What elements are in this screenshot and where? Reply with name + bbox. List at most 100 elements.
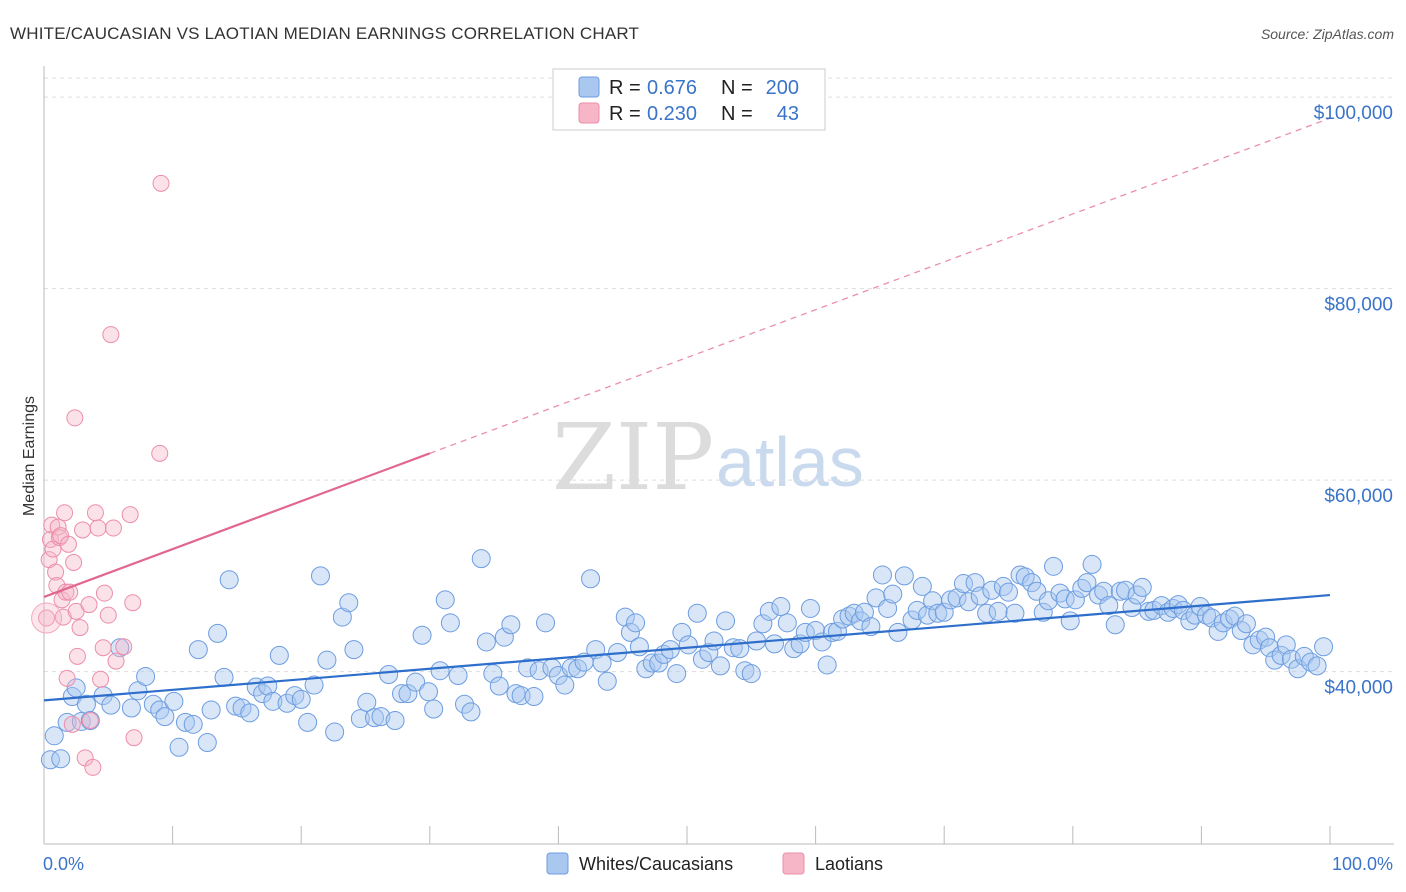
white-point-154	[999, 582, 1018, 602]
white-point-64	[461, 702, 481, 722]
white-point-105	[716, 611, 736, 631]
legend-n-label-white: N =	[721, 77, 753, 99]
watermark: ZIP atlas	[552, 404, 864, 511]
laotian-point-12	[56, 504, 74, 522]
white-point-209	[1314, 637, 1334, 657]
white-point-54	[398, 684, 418, 704]
bottom-legend: Whites/Caucasians Laotians	[546, 852, 883, 875]
laotian-point-5	[47, 563, 65, 581]
white-point-17	[155, 707, 175, 727]
white-point-83	[581, 569, 601, 589]
laotian-point-38	[121, 506, 139, 524]
laotian-point-17	[63, 715, 81, 733]
white-point-114	[771, 597, 791, 617]
white-point-98	[672, 622, 692, 642]
white-point-160	[1033, 602, 1053, 622]
laotian-point-42	[151, 444, 169, 462]
white-point-62	[448, 665, 468, 685]
legend-n-value-white: 200	[766, 77, 799, 99]
axes	[43, 66, 1394, 845]
y-tick-label-3: $100,000	[1314, 103, 1393, 124]
white-point-19	[169, 737, 189, 757]
white-point-208	[1307, 656, 1327, 676]
white-point-173	[1105, 615, 1125, 635]
white-point-44	[332, 607, 352, 627]
white-point-14	[136, 666, 156, 686]
laotian-point-33	[99, 606, 117, 624]
white-point-119	[800, 598, 820, 618]
bottom-legend-label-laotian: Laotians	[815, 854, 883, 874]
legend-n-label-laotian: N =	[721, 103, 753, 125]
white-point-20	[175, 712, 195, 732]
white-point-169	[1082, 554, 1102, 574]
laotian-point-28	[86, 504, 104, 522]
white-point-152	[988, 601, 1008, 621]
white-point-162	[1044, 556, 1064, 576]
white-point-26	[214, 667, 234, 687]
white-point-34	[263, 691, 283, 711]
white-point-41	[310, 566, 330, 586]
white-point-97	[667, 664, 687, 684]
white-point-8	[80, 710, 100, 730]
laotian-point-40	[125, 729, 143, 747]
white-point-161	[1038, 591, 1058, 611]
white-point-109	[741, 664, 761, 684]
white-point-149	[970, 586, 990, 606]
white-point-164	[1055, 589, 1075, 609]
white-point-68	[489, 676, 509, 696]
white-point-166	[1065, 590, 1085, 610]
laotian-point-32	[95, 584, 113, 602]
x-tick-label-max: 100.0%	[1332, 854, 1393, 874]
laotian-trend-line	[43, 452, 431, 598]
white-point-112	[759, 601, 779, 621]
laotian-point-39	[124, 594, 142, 612]
white-point-143	[934, 602, 954, 622]
white-point-202	[1271, 645, 1291, 665]
bottom-legend-label-white: Whites/Caucasians	[579, 854, 733, 874]
white-point-53	[392, 684, 412, 704]
white-point-199	[1256, 627, 1276, 647]
white-point-90	[626, 613, 646, 633]
white-point-21	[183, 714, 203, 734]
laotian-point-31	[94, 639, 112, 657]
white-point-145	[947, 588, 967, 608]
white-point-51	[379, 665, 399, 685]
white-point-80	[561, 658, 581, 678]
laotian-point-21	[68, 647, 86, 665]
white-point-3	[57, 712, 77, 732]
white-point-49	[365, 708, 385, 728]
white-point-175	[1116, 580, 1136, 600]
white-point-186	[1180, 611, 1200, 631]
white-point-74	[524, 687, 544, 707]
white-point-22	[188, 640, 208, 660]
white-caucasian-points	[40, 549, 1334, 770]
white-point-138	[907, 600, 927, 620]
white-point-100	[687, 603, 707, 623]
white-point-24	[201, 700, 221, 720]
white-point-12	[121, 698, 141, 718]
legend-r-value-laotian: 0.230	[647, 103, 697, 125]
laotian-points	[31, 174, 170, 776]
white-point-55	[406, 672, 426, 692]
white-point-39	[298, 712, 318, 732]
white-point-129	[854, 602, 874, 622]
white-point-127	[844, 603, 864, 623]
white-point-47	[350, 709, 370, 729]
white-point-130	[861, 617, 881, 637]
legend-swatch-laotian	[578, 102, 600, 124]
laotian-trend-extension	[429, 117, 1331, 454]
white-point-45	[339, 593, 359, 613]
white-point-79	[555, 675, 575, 695]
laotian-point-29	[89, 519, 107, 537]
white-point-63	[455, 694, 475, 714]
legend-r-label-white: R =	[609, 77, 641, 99]
laotian-point-18	[65, 553, 83, 571]
white-point-151	[982, 580, 1002, 600]
white-point-56	[412, 625, 432, 645]
white-point-10	[101, 695, 121, 715]
white-point-104	[710, 656, 730, 676]
laotian-point-36	[107, 652, 125, 670]
white-point-69	[494, 627, 514, 647]
white-point-42	[317, 650, 337, 670]
